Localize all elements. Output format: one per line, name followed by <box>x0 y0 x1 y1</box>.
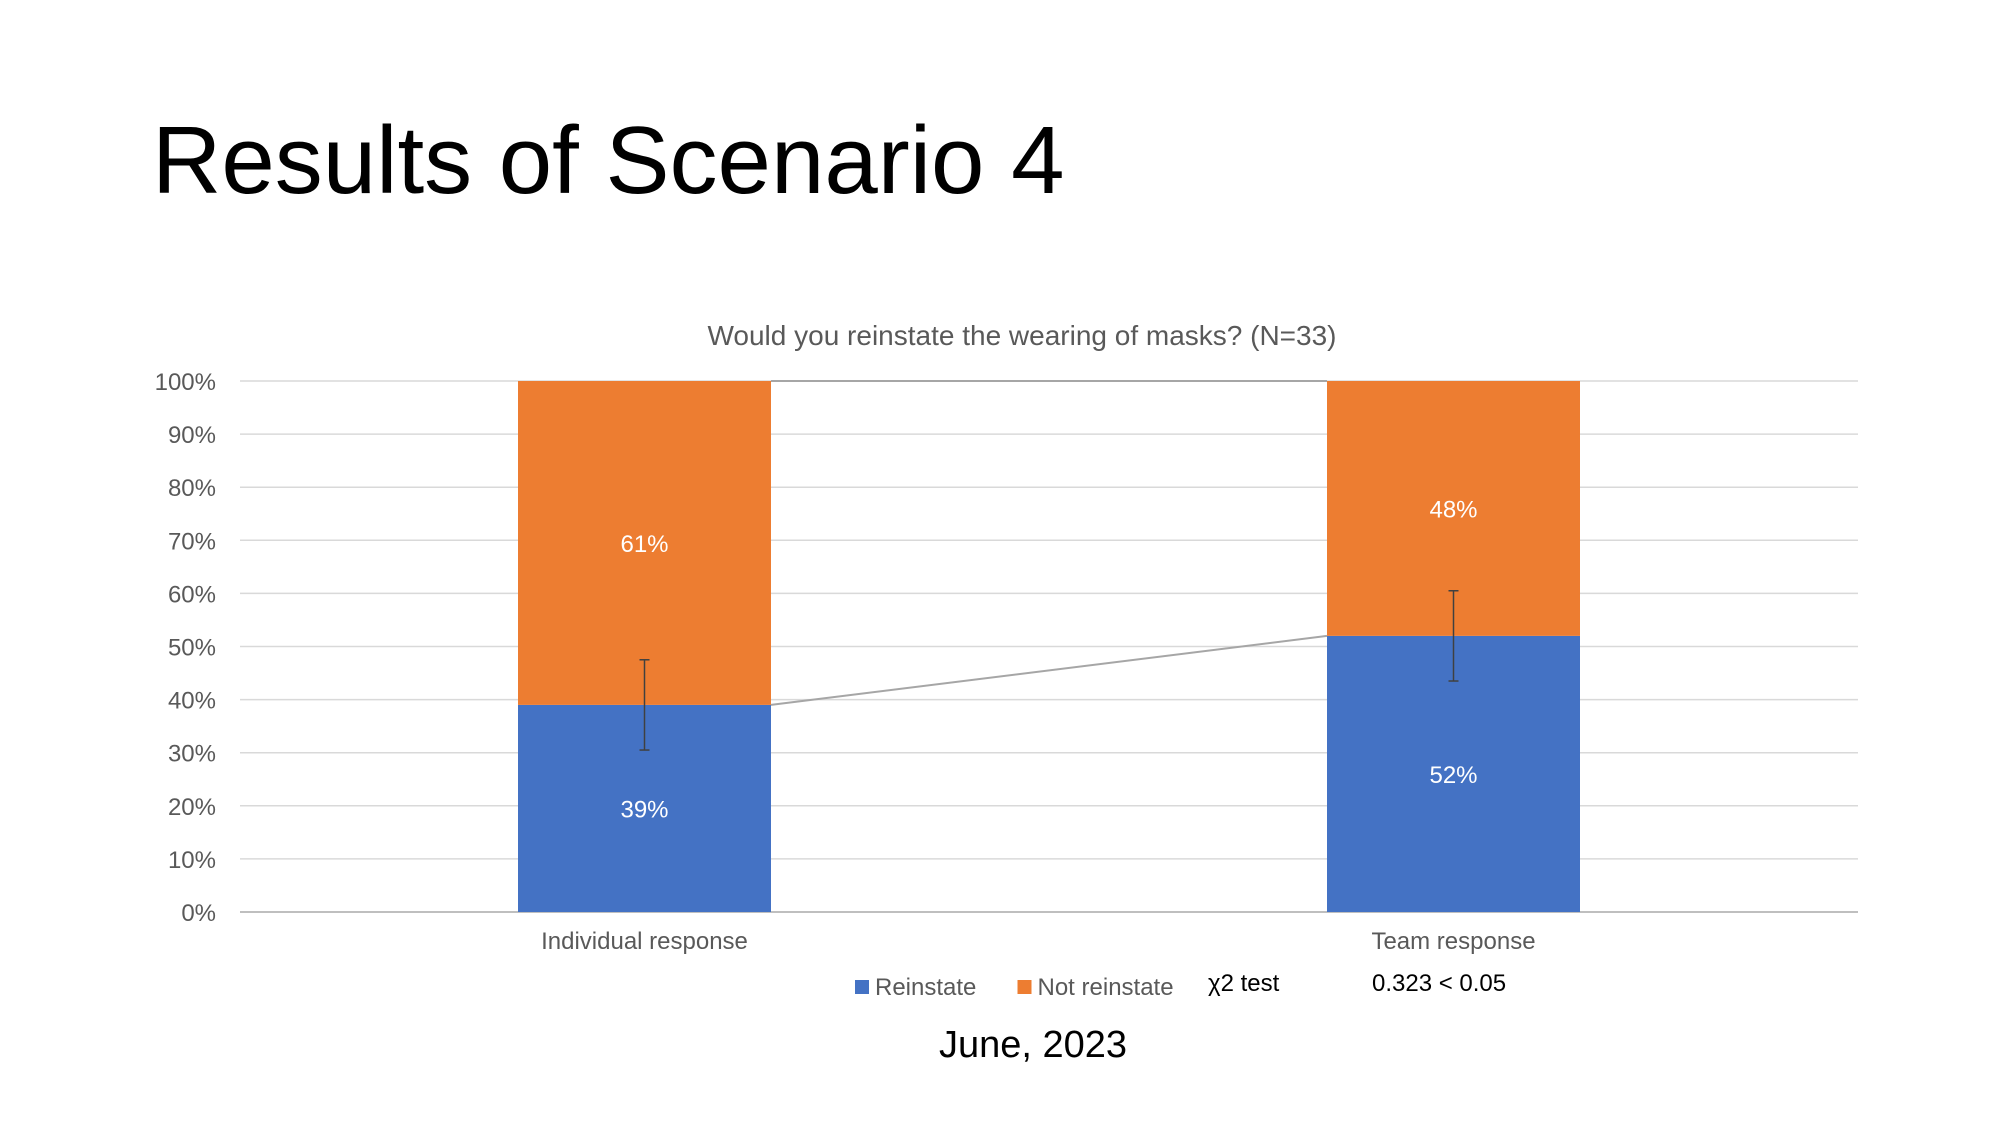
bars <box>518 381 1580 912</box>
data-label: 52% <box>1429 762 1477 789</box>
y-axis-tick-labels: 0% 10% 20% 30% 40% 50% 60% 70% 80% 90% 100% <box>155 369 216 927</box>
gridlines <box>240 380 1858 913</box>
y-tick-label: 50% <box>168 635 216 662</box>
series-lines <box>770 380 1328 706</box>
slide-title: Results of Scenario 4 <box>152 107 1065 214</box>
legend: Reinstate Not reinstate <box>855 974 1174 1001</box>
data-labels: 39% 61% 52% 48% <box>620 496 1477 823</box>
legend-label: Not reinstate <box>1038 974 1174 1001</box>
legend-swatch <box>1017 980 1032 994</box>
y-tick-label: 90% <box>168 422 216 449</box>
legend-label: Reinstate <box>875 974 976 1001</box>
y-tick-label: 60% <box>168 581 216 608</box>
chi-square-test-label: χ2 test <box>1208 970 1280 997</box>
y-tick-label: 20% <box>168 794 216 821</box>
bar-not-reinstate <box>518 381 771 705</box>
footer-date: June, 2023 <box>938 1024 1128 1066</box>
y-tick-label: 30% <box>168 741 216 768</box>
error-bars <box>639 589 1459 751</box>
data-label: 39% <box>620 796 668 823</box>
chi-square-test-value: 0.323 < 0.05 <box>1372 970 1507 997</box>
y-tick-label: 0% <box>181 900 216 927</box>
y-tick-label: 100% <box>155 369 216 396</box>
series-line-reinstate <box>770 634 1328 706</box>
legend-swatch <box>855 980 869 994</box>
data-label: 61% <box>620 531 668 558</box>
x-category-label: Team response <box>1371 928 1535 955</box>
x-axis-category-labels: Individual response Team response <box>541 928 1535 955</box>
y-tick-label: 40% <box>168 688 216 715</box>
y-tick-label: 70% <box>168 528 216 555</box>
chart-title: Would you reinstate the wearing of masks… <box>707 320 1336 351</box>
bar-reinstate <box>1327 635 1580 912</box>
x-category-label: Individual response <box>541 928 748 955</box>
data-label: 48% <box>1429 496 1477 523</box>
y-tick-label: 10% <box>168 847 216 874</box>
y-tick-label: 80% <box>168 475 216 502</box>
